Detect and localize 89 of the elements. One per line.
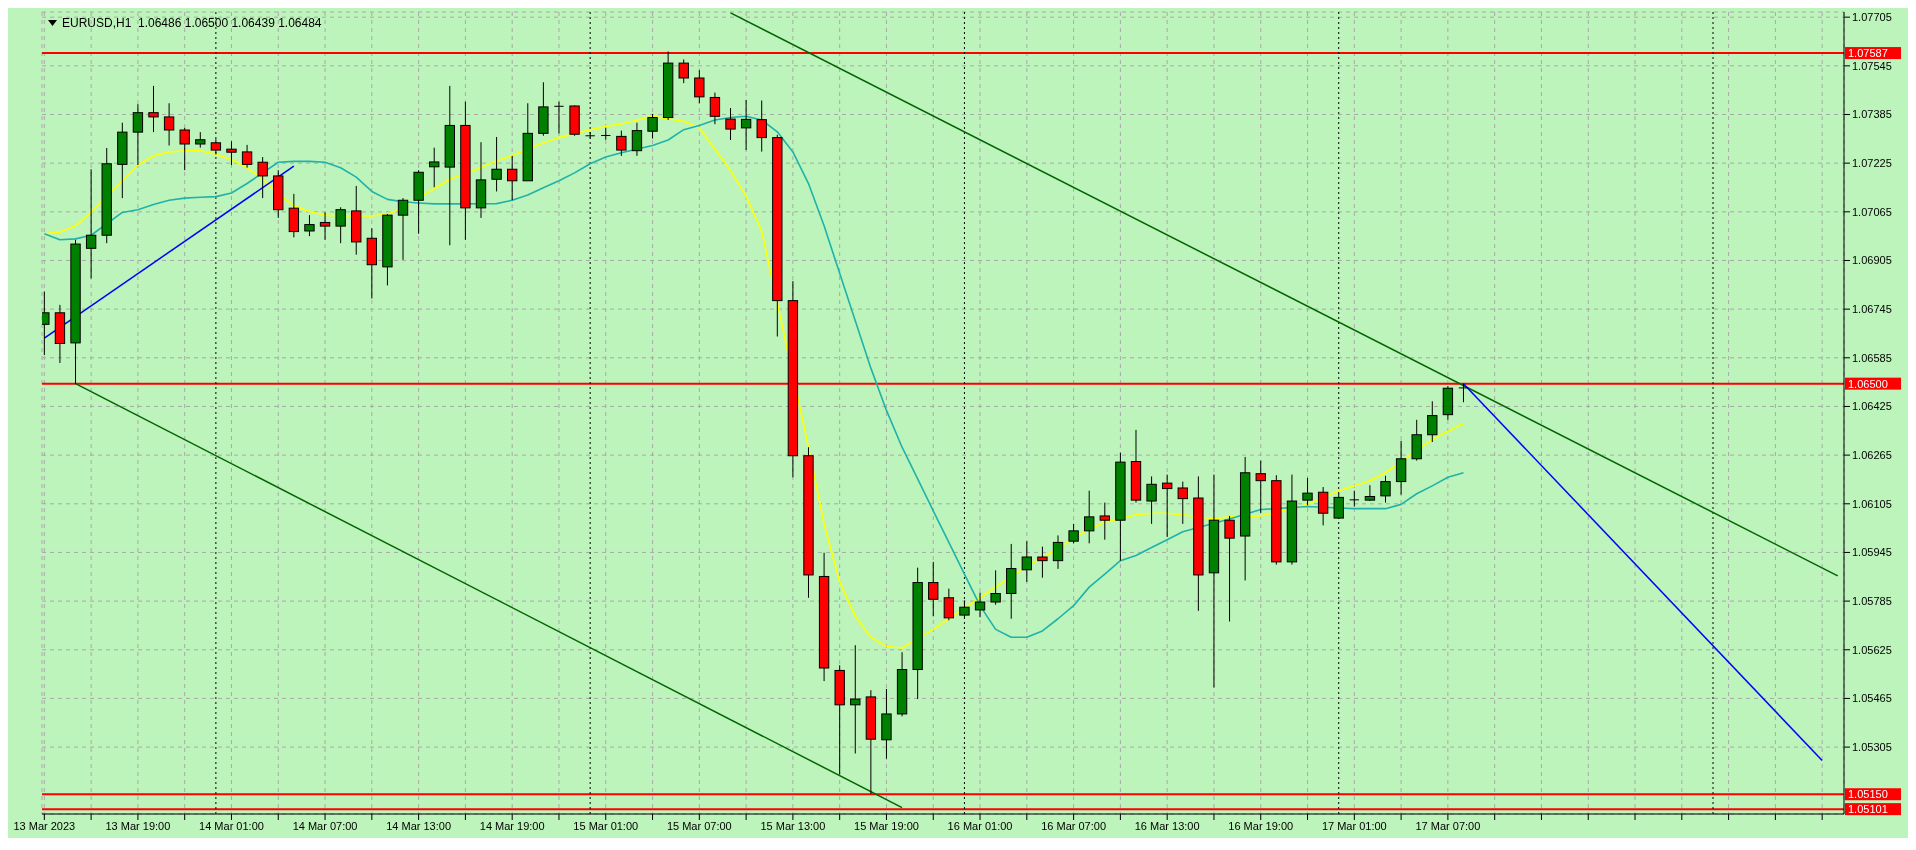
ref-line-label: 1.07587	[1848, 47, 1888, 60]
candlestick	[647, 113, 658, 140]
candlestick	[631, 122, 643, 157]
candlestick	[553, 101, 565, 134]
candlestick	[241, 144, 253, 169]
x-tick-label: 15 Mar 19:00	[854, 819, 919, 832]
candlestick	[132, 103, 144, 166]
candlestick	[507, 155, 518, 201]
candlestick	[335, 206, 346, 244]
candlestick	[1084, 490, 1095, 544]
x-tick-label: 17 Mar 07:00	[1415, 819, 1481, 832]
x-tick-label: 14 Mar 07:00	[292, 819, 358, 832]
y-tick-label: 1.05465	[1852, 692, 1892, 705]
candlestick	[1458, 383, 1469, 403]
candlestick	[850, 644, 861, 754]
candlestick	[756, 100, 767, 153]
y-tick-label: 1.05785	[1852, 595, 1892, 608]
candlestick	[709, 92, 721, 125]
y-tick-label: 1.05625	[1852, 643, 1892, 656]
x-tick-label: 15 Mar 07:00	[666, 819, 732, 832]
candlestick	[1364, 484, 1376, 502]
x-tick-label: 16 Mar 19:00	[1228, 819, 1294, 832]
x-tick-label: 16 Mar 01:00	[947, 819, 1013, 832]
candlestick	[1037, 546, 1048, 579]
candlestick	[1162, 474, 1173, 538]
candlestick	[163, 102, 175, 147]
candlestick	[1349, 490, 1360, 508]
x-tick-label: 15 Mar 13:00	[760, 819, 826, 832]
candlestick	[974, 592, 986, 618]
candlestick	[694, 69, 705, 104]
y-tick-label: 1.06425	[1852, 400, 1892, 413]
y-tick-label: 1.05945	[1852, 546, 1892, 559]
y-tick-label: 1.06265	[1852, 449, 1892, 462]
candlestick	[1068, 523, 1079, 544]
candlestick	[616, 130, 627, 157]
candlestick	[678, 58, 689, 84]
candlestick	[1395, 440, 1407, 496]
candlestick	[1177, 481, 1188, 525]
candlestick	[1380, 475, 1391, 504]
candlestick	[1302, 477, 1313, 506]
candlestick	[600, 127, 611, 141]
candlestick	[257, 156, 268, 199]
y-tick-label: 1.06105	[1852, 497, 1892, 510]
candlestick	[148, 85, 159, 133]
y-tick-label: 1.06745	[1852, 303, 1892, 316]
candlestick	[85, 168, 97, 279]
x-tick-label: 16 Mar 07:00	[1041, 819, 1107, 832]
candlestick	[179, 127, 190, 171]
candlestick	[740, 99, 752, 151]
y-tick-label: 1.07225	[1852, 157, 1892, 170]
candlestick	[928, 561, 939, 617]
candlestick	[1052, 534, 1064, 570]
x-tick-label: 13 Mar 2023	[13, 819, 76, 832]
y-tick-label: 1.06585	[1852, 351, 1892, 364]
y-tick-label: 1.07545	[1852, 59, 1892, 72]
candlestick	[584, 131, 596, 140]
candlestick	[304, 214, 315, 237]
y-tick-label: 1.07385	[1852, 108, 1892, 121]
y-tick-label: 1.06905	[1852, 254, 1892, 267]
x-tick-label: 16 Mar 13:00	[1134, 819, 1200, 832]
x-tick-label: 14 Mar 01:00	[199, 819, 264, 832]
candlestick	[226, 140, 237, 166]
y-tick-label: 1.07065	[1852, 205, 1892, 218]
candlestick	[1224, 515, 1235, 622]
candlestick	[725, 107, 736, 141]
candlestick	[1146, 475, 1157, 525]
y-tick-label: 1.05305	[1852, 741, 1892, 753]
candlestick	[288, 193, 300, 238]
candlestick	[319, 211, 331, 241]
candlestick	[1255, 460, 1266, 514]
x-tick-label: 13 Mar 19:00	[105, 819, 171, 832]
candlestick	[1427, 400, 1438, 443]
candlestick	[1099, 502, 1110, 541]
candlestick	[1021, 540, 1032, 583]
candlestick	[990, 569, 1001, 606]
chart-title: EURUSD,H1 1.06486 1.06500 1.06439 1.06484	[62, 16, 322, 30]
y-tick-label: 1.07705	[1852, 11, 1892, 24]
candlestick	[397, 197, 409, 261]
ref-line-label: 1.05150	[1848, 788, 1888, 801]
x-tick-label: 14 Mar 19:00	[479, 819, 545, 832]
x-tick-label: 15 Mar 01:00	[573, 819, 639, 832]
ref-line-label: 1.06500	[1848, 377, 1888, 390]
candlestick	[1317, 486, 1329, 526]
candlestick	[943, 588, 955, 621]
candlestick	[429, 147, 440, 188]
ref-line-label: 1.05101	[1848, 803, 1888, 816]
x-tick-label: 17 Mar 01:00	[1321, 819, 1387, 832]
candlestick	[491, 136, 502, 192]
x-tick-label: 14 Mar 13:00	[386, 819, 452, 832]
